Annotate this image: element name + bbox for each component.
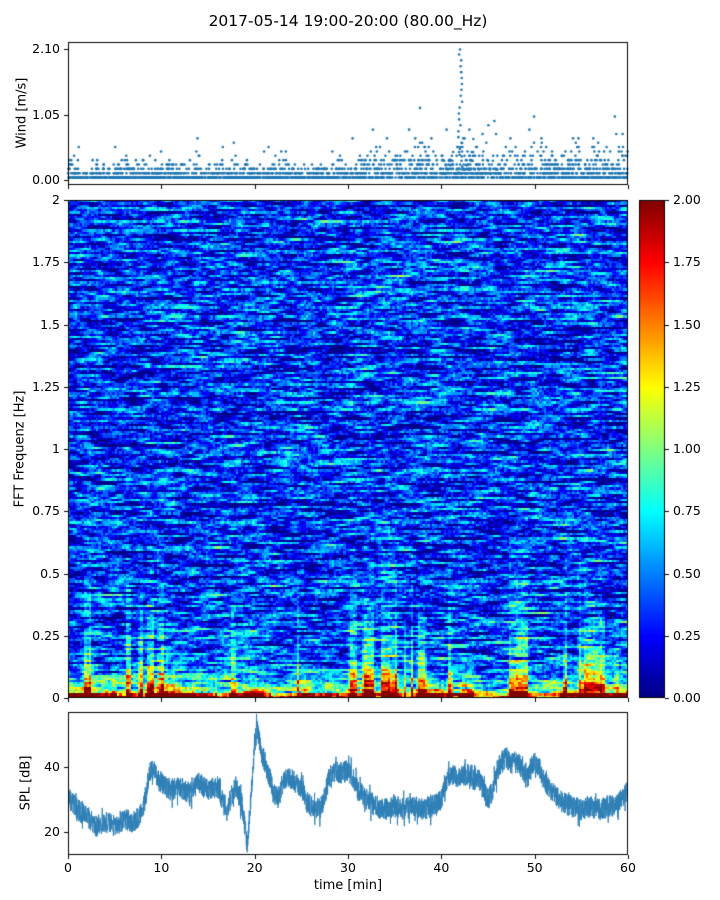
figure-title: 2017-05-14 19:00-20:00 (80.00_Hz) [208, 12, 488, 30]
time-xlabel: time [min] [313, 878, 383, 893]
colorbar-tick-label: 0.75 [673, 503, 701, 518]
wind-ylabel: Wind [m/s] [14, 77, 30, 149]
spl-ylabel: SPL [dB] [18, 755, 34, 811]
colorbar-tick-label: 0.50 [673, 565, 701, 581]
time-xtick-label: 20 [246, 860, 263, 875]
time-xtick-label: 0 [64, 860, 72, 875]
colorbar-tick-label: 1.00 [673, 440, 701, 456]
time-xtick-label: 30 [340, 860, 356, 875]
fft-ytick-label: 1.25 [32, 378, 60, 394]
colorbar-tick-label: 1.25 [673, 378, 701, 394]
spl-ytick-label: 20 [44, 824, 60, 839]
colorbar-tick-label: 0.00 [673, 689, 701, 705]
wind-ytick-label: 1.05 [32, 106, 60, 122]
fft-ytick-label: 0.5 [40, 565, 60, 581]
wind-ytick-label: 2.10 [32, 41, 60, 57]
fft-ytick-label: 1.5 [40, 316, 60, 332]
time-xtick-label: 40 [433, 860, 450, 875]
colorbar-tick-label: 1.50 [673, 316, 701, 332]
fft-ytick-label: 0.25 [32, 627, 60, 643]
fft-ytick-label: 2 [52, 191, 60, 207]
fft-ytick-label: 1 [52, 440, 60, 456]
fft-ytick-label: 0.75 [32, 503, 60, 518]
fft-ytick-label: 1.75 [32, 254, 60, 269]
colorbar-tick-label: 0.25 [673, 627, 701, 643]
colorbar-tick-label: 2.00 [673, 191, 701, 207]
colorbar-tick-label: 1.75 [673, 254, 701, 269]
time-xtick-label: 50 [526, 860, 543, 875]
wind-ytick-label: 0.00 [32, 171, 60, 187]
fft-ytick-label: 0 [52, 689, 60, 705]
spl-ytick-label: 40 [44, 759, 60, 774]
fft-ylabel: FFT Frequenz [Hz] [12, 390, 28, 508]
time-xtick-label: 10 [153, 860, 170, 875]
time-xtick-label: 60 [620, 860, 636, 875]
